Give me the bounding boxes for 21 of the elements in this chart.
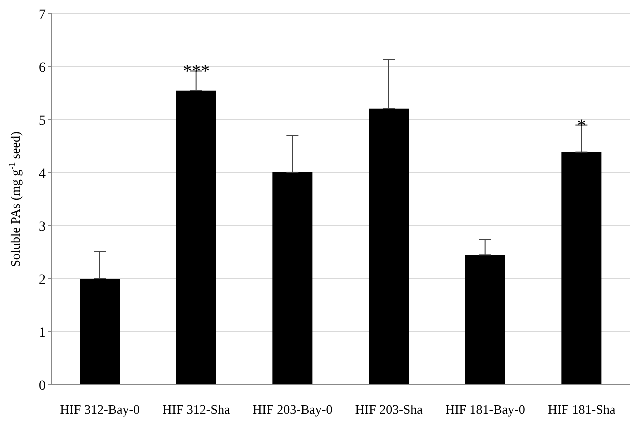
- bar: [465, 255, 506, 385]
- x-tick-label: HIF 312-Sha: [162, 402, 230, 418]
- y-tick-label: 1: [39, 326, 46, 341]
- y-tick-label: 5: [39, 114, 46, 129]
- x-tick-label: HIF 312-Bay-0: [60, 402, 140, 418]
- y-tick-label: 2: [39, 272, 46, 288]
- bar: [562, 152, 602, 385]
- bar: [369, 108, 409, 385]
- y-tick-label: 3: [39, 220, 46, 235]
- bar: [272, 172, 313, 385]
- y-tick-label: 4: [39, 166, 46, 182]
- bar: [176, 90, 216, 385]
- x-tick-label: HIF 181-Bay-0: [446, 402, 526, 418]
- x-tick-label: HIF 203-Sha: [355, 402, 424, 418]
- y-tick-label: 0: [39, 378, 46, 394]
- bar: [80, 279, 120, 385]
- x-tick-label: HIF 181-Sha: [548, 402, 616, 418]
- y-tick-label: 7: [39, 8, 46, 23]
- x-tick-label: HIF 203-Bay-0: [252, 402, 333, 418]
- y-tick-label: 6: [39, 60, 46, 76]
- annotation: ***: [183, 61, 210, 82]
